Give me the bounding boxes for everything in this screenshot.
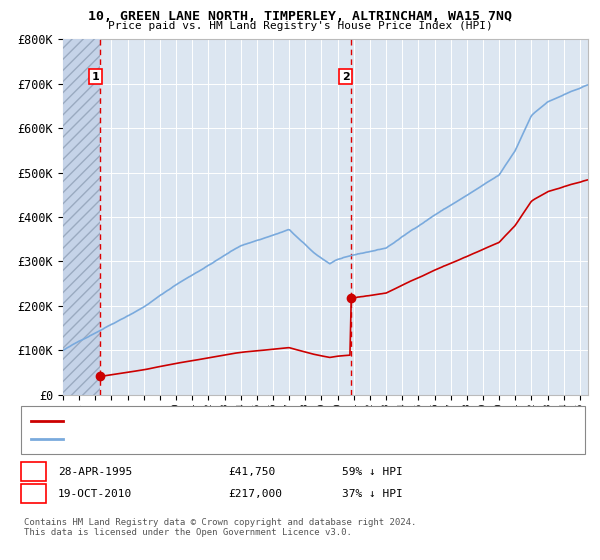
Text: HPI: Average price, detached house, Trafford: HPI: Average price, detached house, Traf… (69, 434, 333, 444)
Text: 37% ↓ HPI: 37% ↓ HPI (342, 489, 403, 499)
Text: 2: 2 (30, 489, 37, 499)
Text: 10, GREEN LANE NORTH, TIMPERLEY, ALTRINCHAM, WA15 7NQ (detached house): 10, GREEN LANE NORTH, TIMPERLEY, ALTRINC… (69, 416, 489, 426)
Text: 19-OCT-2010: 19-OCT-2010 (58, 489, 133, 499)
Text: £41,750: £41,750 (228, 466, 275, 477)
Text: 1: 1 (30, 466, 37, 477)
Text: 59% ↓ HPI: 59% ↓ HPI (342, 466, 403, 477)
Text: 10, GREEN LANE NORTH, TIMPERLEY, ALTRINCHAM, WA15 7NQ: 10, GREEN LANE NORTH, TIMPERLEY, ALTRINC… (88, 10, 512, 22)
Text: 2: 2 (342, 72, 350, 82)
Text: Contains HM Land Registry data © Crown copyright and database right 2024.
This d: Contains HM Land Registry data © Crown c… (24, 518, 416, 538)
Text: £217,000: £217,000 (228, 489, 282, 499)
Bar (63, 39, 100, 395)
Text: 1: 1 (92, 72, 100, 82)
Text: Price paid vs. HM Land Registry's House Price Index (HPI): Price paid vs. HM Land Registry's House … (107, 21, 493, 31)
Text: 28-APR-1995: 28-APR-1995 (58, 466, 133, 477)
